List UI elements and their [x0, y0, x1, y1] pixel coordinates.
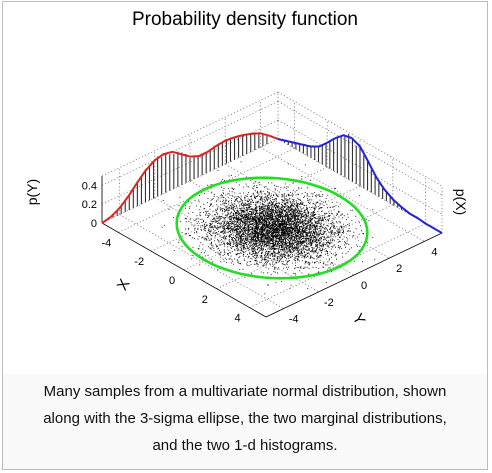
z-tick-label: 0.2: [82, 199, 97, 211]
y-axis-line: [265, 232, 443, 318]
y-axis-label: Y: [349, 311, 369, 328]
histogram-bars: [108, 132, 418, 220]
x-tick-label: 2: [202, 294, 208, 306]
z-axis-label-left: p(Y): [24, 179, 40, 205]
z-tick-label: 0.4: [82, 180, 97, 192]
axes-grid: [101, 91, 443, 318]
figure-caption: Many samples from a multivariate normal …: [3, 378, 487, 459]
caption-line-2: along with the 3-sigma ellipse, the two …: [43, 410, 447, 427]
caption-line-1: Many samples from a multivariate normal …: [43, 383, 447, 400]
x-tick-label: 0: [169, 275, 175, 287]
box-edge: [277, 91, 443, 187]
y-tick-label: -4: [289, 314, 299, 326]
sample-points: [161, 161, 376, 295]
marginal-curve-y: [101, 132, 279, 224]
z-axis-label-right: p(X): [453, 189, 469, 215]
axis-ticks: -4 -2 0 2 4 -4 -2 0 2 4 0 0.2 0.4: [82, 180, 438, 325]
x-tick-label: 4: [235, 313, 241, 325]
marginal-curves: [101, 132, 443, 234]
wall-grid-line: [277, 119, 443, 215]
wall-grid-line: [277, 101, 443, 196]
x-axis-line: [101, 222, 267, 318]
caption-line-3: and the two 1-d histograms.: [152, 437, 338, 454]
floor-grid-line: [189, 180, 355, 276]
sigma-ellipse: [175, 176, 369, 280]
y-tick-label: -2: [324, 297, 334, 309]
marginal-curve-x: [277, 134, 443, 234]
floor-grid-line: [154, 197, 319, 293]
x-tick-label: -4: [102, 237, 112, 249]
y-tick-label: 2: [396, 263, 402, 275]
floor-grid-line: [225, 163, 390, 259]
scatter-samples: [161, 161, 376, 295]
chart-title: Probability density function: [131, 9, 358, 30]
x-axis-label: X: [114, 276, 134, 293]
x-tick-label: -2: [134, 256, 144, 268]
y-tick-label: 4: [431, 246, 437, 258]
floor-grid-line: [119, 214, 284, 309]
floor-grid-line: [260, 147, 425, 242]
ellipse-3-sigma: [175, 176, 369, 280]
y-tick-label: 0: [361, 280, 367, 292]
z-tick-label: 0: [91, 218, 97, 230]
pdf-3d-plot: -4 -2 0 2 4 -4 -2 0 2 4 0 0.2 0.4 X Yp(Y) p(X): [24, 91, 469, 328]
